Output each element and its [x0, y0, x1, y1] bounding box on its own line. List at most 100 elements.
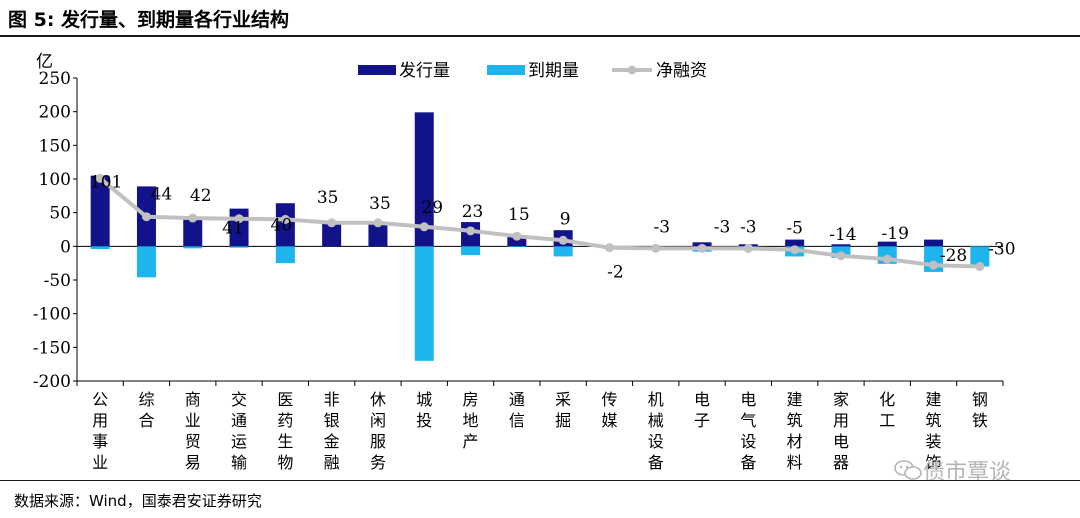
x-category-label: 城投	[416, 390, 432, 430]
net-financing-point	[419, 222, 429, 232]
issuance-bar	[368, 222, 388, 247]
net-data-label: -5	[786, 219, 803, 239]
maturity-bar	[90, 246, 110, 250]
net-data-label: 101	[90, 172, 122, 192]
net-data-label: 9	[560, 209, 571, 229]
net-financing-point	[188, 213, 198, 223]
net-data-label: -3	[714, 217, 731, 237]
issuance-bar	[877, 241, 897, 247]
x-category-label: 电气设备	[740, 390, 756, 472]
net-financing-point	[697, 243, 707, 253]
wechat-icon	[894, 460, 922, 480]
x-category-label: 商业贸易	[185, 390, 201, 472]
title-divider	[0, 35, 1080, 37]
y-tick-label: 200	[39, 103, 71, 123]
net-financing-point	[327, 218, 337, 228]
x-category-label: 非银金融	[324, 390, 340, 472]
figure-title: 图 5: 发行量、到期量各行业结构	[8, 9, 290, 31]
net-financing-path	[98, 176, 980, 269]
maturity-bar	[461, 246, 481, 256]
net-financing-point	[234, 214, 244, 224]
net-financing-point	[604, 243, 614, 253]
y-tick-label: 0	[60, 237, 71, 257]
y-tick-label: 150	[39, 136, 71, 156]
net-data-label: 23	[462, 202, 484, 222]
x-category-label: 传媒	[601, 390, 617, 430]
issuance-bar	[275, 203, 295, 247]
net-data-label: 29	[421, 198, 443, 218]
y-axis-unit: 亿	[36, 52, 53, 72]
maturity-bar	[275, 246, 295, 264]
x-category-label: 休闲服务	[370, 390, 386, 472]
net-data-label: 35	[317, 188, 339, 208]
y-tick-label: 50	[49, 204, 71, 224]
net-financing-point	[512, 231, 522, 241]
y-tick-label: 100	[39, 170, 71, 190]
maturity-bar	[553, 246, 573, 257]
net-data-label: 41	[222, 219, 244, 239]
issuance-bar	[924, 239, 944, 247]
legend-swatch-issuance	[358, 65, 396, 75]
net-data-label: -14	[829, 225, 856, 245]
x-category-label: 电子	[694, 390, 710, 430]
net-financing-point	[975, 262, 985, 272]
maturity-bar	[507, 246, 527, 248]
footer-divider	[0, 480, 1080, 481]
net-financing-point	[466, 226, 476, 236]
issuance-bar	[507, 235, 527, 247]
net-data-label: 44	[151, 185, 173, 205]
net-data-label: 35	[369, 194, 391, 214]
net-financing-point	[373, 218, 383, 228]
y-tick-label: -200	[33, 372, 71, 392]
x-category-label: 房地产	[463, 390, 479, 451]
maturity-bar	[970, 246, 990, 267]
x-category-label: 机械设备	[648, 390, 664, 472]
chart-legend: 发行量 到期量 净融资	[358, 61, 707, 81]
net-data-label: -3	[740, 217, 757, 237]
issuance-bar	[183, 217, 203, 247]
issuance-bar	[831, 244, 851, 247]
net-data-label: -2	[607, 263, 624, 283]
legend-label-maturity: 到期量	[528, 61, 579, 81]
y-tick-label: -100	[33, 305, 71, 325]
source-note: 数据来源：Wind，国泰君安证券研究	[14, 492, 262, 510]
net-data-label: 40	[271, 215, 293, 235]
maturity-bar	[183, 246, 203, 249]
x-category-label: 采掘	[555, 390, 571, 430]
x-category-label: 通信	[509, 390, 525, 430]
chart-data-labels: 101 44 42 41 40 35 35 29 23 15 9 -2 -3 -3 -3 -5 -14 -19 -2…	[90, 172, 1016, 282]
x-category-label: 建筑装饰	[926, 390, 942, 472]
x-category-label: 公用事业	[92, 390, 108, 472]
maturity-bar	[414, 246, 434, 361]
y-tick-label: 250	[39, 69, 71, 89]
net-financing-point	[790, 245, 800, 255]
net-financing-point	[558, 235, 568, 245]
y-tick-label: -150	[33, 338, 71, 358]
issuance-bar	[414, 112, 434, 247]
net-data-label: -28	[940, 246, 967, 266]
y-tick-label: -50	[44, 271, 71, 291]
net-data-label: 42	[190, 186, 212, 206]
net-data-label: -19	[882, 224, 909, 244]
maturity-bar	[229, 246, 249, 248]
x-category-label: 交通运输	[231, 390, 247, 472]
maturity-bar	[136, 246, 156, 278]
net-financing-point	[95, 173, 105, 183]
x-category-label: 医药生物	[277, 390, 293, 472]
issuance-bar	[322, 222, 342, 247]
net-financing-point	[882, 254, 892, 264]
net-data-label: -30	[988, 240, 1015, 260]
x-category-label: 化工	[879, 390, 895, 430]
net-financing-point	[743, 243, 753, 253]
net-financing-point	[651, 243, 661, 253]
legend-swatch-maturity	[487, 65, 525, 75]
x-category-label: 建筑材料	[787, 390, 803, 472]
net-financing-point	[929, 260, 939, 270]
net-financing-point	[836, 251, 846, 261]
net-financing-point	[141, 212, 151, 222]
net-data-label: 15	[508, 205, 530, 225]
x-category-label: 综合	[138, 390, 154, 430]
issuance-bar	[90, 175, 110, 247]
net-financing-line	[95, 173, 985, 272]
